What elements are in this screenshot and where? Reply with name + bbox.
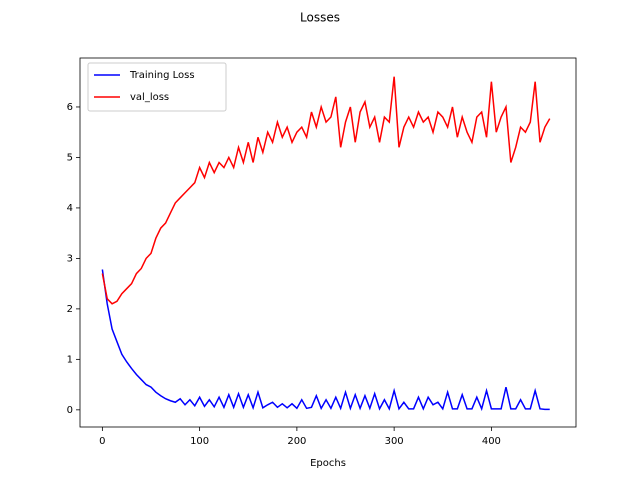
x-tick-label: 200: [287, 436, 306, 447]
y-tick-label: 2: [67, 304, 73, 315]
data-line: [101, 269, 550, 412]
y-tick-label: 6: [67, 102, 73, 113]
x-tick-label: 0: [99, 436, 105, 447]
legend-label: Training Loss: [129, 70, 195, 81]
chart-title: Losses: [300, 11, 340, 25]
legend-label: val_loss: [130, 92, 169, 103]
x-axis-label: Epochs: [310, 458, 346, 469]
y-tick-label: 0: [67, 405, 73, 416]
x-tick-label: 100: [190, 436, 209, 447]
y-tick-label: 5: [67, 152, 73, 163]
y-tick-label: 3: [67, 253, 73, 264]
plot-frame: [79, 57, 577, 428]
y-tick-label: 1: [67, 354, 73, 365]
x-tick-label: 400: [482, 436, 501, 447]
legend-box: [87, 62, 227, 112]
data-line: [101, 76, 551, 305]
x-tick-label: 300: [385, 436, 404, 447]
y-tick-label: 4: [67, 203, 73, 214]
